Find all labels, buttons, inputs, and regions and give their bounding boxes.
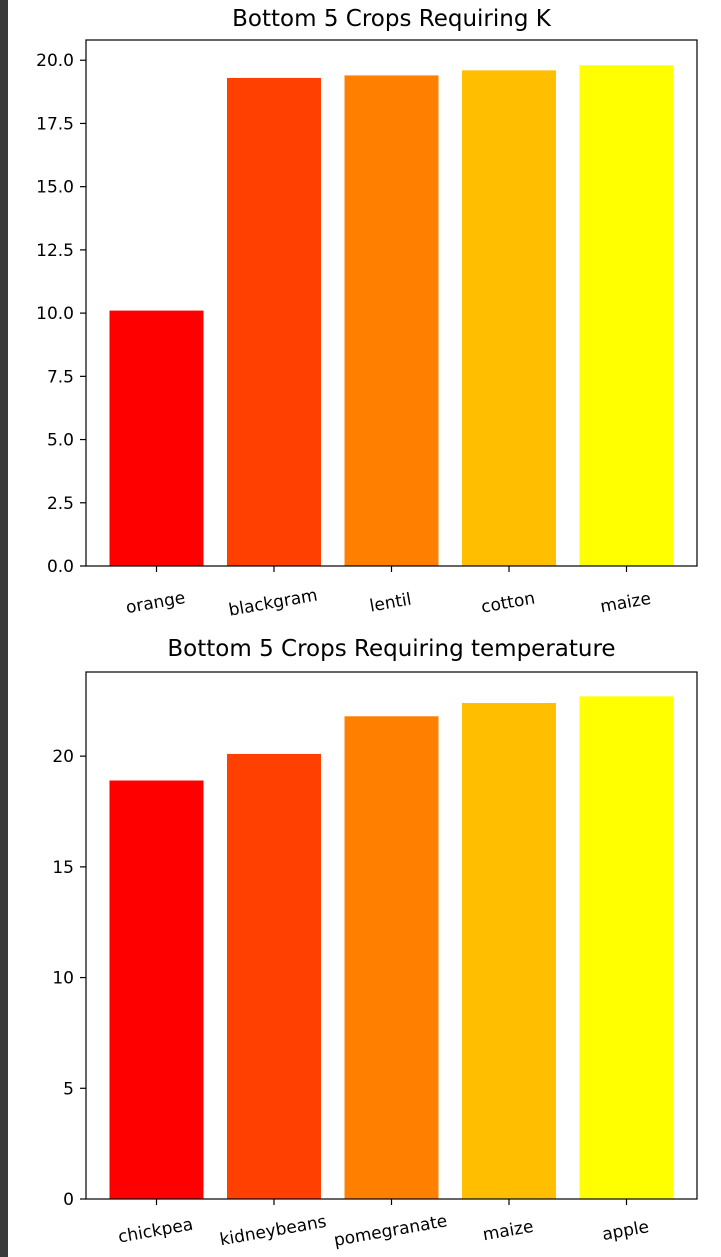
y-tick-label: 17.5 — [36, 114, 74, 134]
plot-frame — [85, 671, 698, 1200]
x-tick-label: lentil — [368, 590, 413, 617]
chart-title: Bottom 5 Crops Requiring temperature — [167, 636, 615, 662]
x-tick-label: cotton — [480, 589, 537, 618]
bar-orange — [109, 310, 204, 566]
y-tick-label: 7.5 — [47, 367, 74, 387]
x-tick-label: maize — [481, 1217, 535, 1246]
x-tick-label: apple — [601, 1217, 651, 1245]
y-tick-label: 10 — [52, 969, 74, 989]
bar-maize — [579, 65, 674, 567]
y-tick-label: 5 — [63, 1079, 74, 1099]
chart-title: Bottom 5 Crops Requiring K — [232, 6, 552, 32]
y-tick-label: 20 — [52, 747, 74, 767]
y-tick-label: 0 — [63, 1190, 74, 1210]
x-tick-label: pomegranate — [332, 1211, 448, 1251]
plot-frame — [85, 39, 698, 567]
window-edge-strip — [0, 0, 8, 1257]
y-tick-label: 5.0 — [47, 431, 74, 451]
x-tick-label: orange — [124, 588, 186, 618]
y-tick-label: 10.0 — [36, 304, 74, 324]
y-tick-label: 15.0 — [36, 178, 74, 198]
x-tick-label: chickpea — [117, 1215, 195, 1248]
y-tick-label: 12.5 — [36, 241, 74, 261]
y-tick-label: 2.5 — [47, 494, 74, 514]
x-tick-label: maize — [599, 589, 653, 618]
y-tick-label: 20.0 — [36, 51, 74, 71]
bar-lentil — [344, 75, 439, 567]
chart-2: Bottom 5 Crops Requiring temperature chic… — [52, 636, 698, 1251]
bar-chickpea — [109, 780, 204, 1199]
x-tick-label: blackgram — [227, 585, 319, 620]
x-tick-label: kidneybeans — [218, 1212, 328, 1250]
bar-cotton — [462, 70, 556, 566]
bar-maize — [462, 703, 556, 1199]
chart-1: Bottom 5 Crops Requiring K orange blackgra… — [36, 6, 698, 621]
bar-blackgram — [227, 77, 321, 567]
y-tick-label: 15 — [52, 858, 74, 878]
bar-pomegranate — [344, 716, 439, 1199]
bar-kidneybeans — [227, 753, 321, 1199]
bar-apple — [579, 696, 674, 1199]
y-tick-label: 0.0 — [47, 557, 74, 577]
